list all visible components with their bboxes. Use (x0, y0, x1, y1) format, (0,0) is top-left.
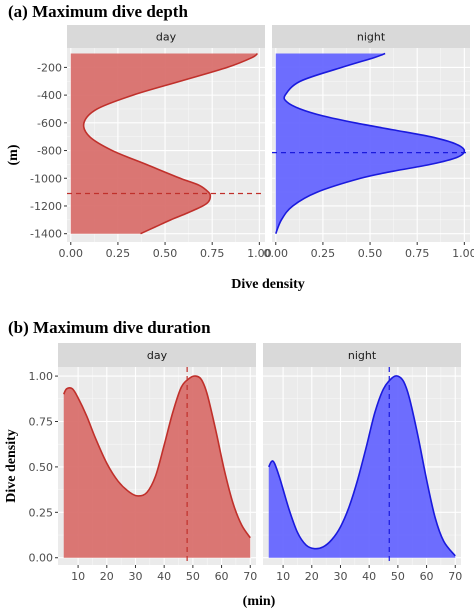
x-tick-label: 60 (215, 570, 229, 583)
x-tick-label: 1.00 (247, 247, 272, 260)
density-line-day (63, 375, 251, 539)
x-tick-label: 10 (276, 570, 290, 583)
panel-day: day 10 20 30 40 50 60 70 (58, 343, 257, 583)
y-axis-title: Dive density (4, 429, 19, 503)
y-tick-label: 0.25 (29, 506, 54, 519)
x-axis-title: Dive density (231, 277, 305, 292)
strip-night (272, 25, 470, 48)
x-tick-label: 20 (100, 570, 114, 583)
x-tick-label: 30 (128, 570, 142, 583)
dive-depth-chart: day 0.00 0.25 0.50 0.75 1.00 night 0.00 0.25 0.50… (6, 25, 474, 292)
y-tick-label: 0.75 (29, 415, 54, 428)
strip-day (58, 343, 256, 367)
panel-night: night 10 20 30 40 50 60 70 (263, 343, 462, 583)
x-tick-label: 0.50 (153, 247, 178, 260)
x-tick-label: 0.25 (106, 247, 131, 260)
x-tick-label: 10 (71, 570, 85, 583)
x-tick-label: 0.00 (59, 247, 84, 260)
strip-label-day: day (156, 31, 177, 44)
y-tick-label: 0.00 (29, 552, 54, 565)
y-axis-title: (m) (6, 144, 21, 165)
x-tick-label: 30 (333, 570, 347, 583)
y-tick-label: -1200 (30, 200, 62, 213)
y-tick-label: -600 (37, 117, 62, 130)
y-tick-label: -200 (37, 61, 62, 74)
strip-night (263, 343, 461, 367)
strip-label-night: night (357, 31, 386, 44)
density-line-day (82, 52, 258, 235)
x-tick-label: 70 (448, 570, 462, 583)
panel-a-title: (a) Maximum dive depth (8, 2, 188, 21)
x-tick-label: 1.00 (452, 247, 474, 260)
x-tick-label: 0.00 (264, 247, 289, 260)
y-tick-label: 1.00 (29, 370, 54, 383)
density-area-day (63, 375, 251, 558)
x-tick-label: 0.25 (311, 247, 336, 260)
y-tick-label: -400 (37, 89, 62, 102)
x-tick-label: 40 (157, 570, 171, 583)
strip-label-day: day (147, 349, 168, 362)
y-tick-label: -1400 (30, 228, 62, 241)
panel-b-title: (b) Maximum dive duration (8, 318, 211, 337)
x-tick-label: 40 (362, 570, 376, 583)
strip-label-night: night (348, 349, 377, 362)
panel-night: night 0.00 0.25 0.50 0.75 1.00 (264, 25, 474, 260)
y-tick-label: -1000 (30, 172, 62, 185)
dive-duration-chart: day 10 20 30 40 50 60 70 night 10 20 30 40 50 60 70 0.00… (4, 343, 462, 609)
strip-day (67, 25, 265, 48)
x-tick-label: 0.75 (405, 247, 430, 260)
x-tick-label: 60 (420, 570, 434, 583)
density-area-day (70, 53, 258, 234)
x-tick-label: 70 (243, 570, 257, 583)
x-tick-label: 50 (391, 570, 405, 583)
x-tick-label: 0.75 (200, 247, 225, 260)
y-tick-label: 0.50 (29, 461, 54, 474)
x-tick-label: 50 (186, 570, 200, 583)
y-tick-label: -800 (37, 145, 62, 158)
density-line-night (275, 52, 466, 234)
x-tick-label: 20 (305, 570, 319, 583)
panel-day: day 0.00 0.25 0.50 0.75 1.00 (59, 25, 272, 260)
density-area-night (275, 53, 465, 234)
density-line-night (268, 375, 456, 557)
x-tick-label: 0.50 (358, 247, 383, 260)
x-axis-title: (min) (243, 594, 276, 609)
